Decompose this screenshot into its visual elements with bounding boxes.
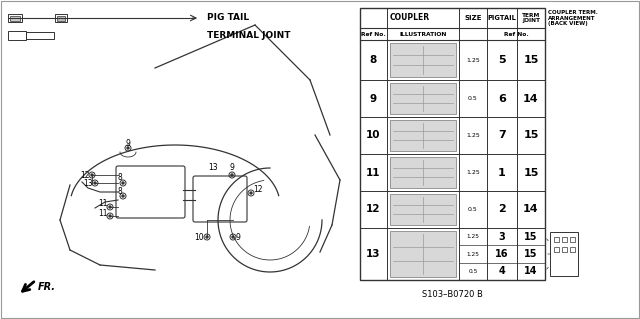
Text: 15: 15 <box>524 167 539 177</box>
Text: 1.25: 1.25 <box>467 234 479 239</box>
Text: 10: 10 <box>195 233 204 241</box>
Bar <box>570 247 575 252</box>
Text: 14: 14 <box>523 204 539 214</box>
Text: FR.: FR. <box>38 282 56 292</box>
Circle shape <box>232 236 234 238</box>
Circle shape <box>94 182 96 184</box>
Circle shape <box>109 206 111 208</box>
Text: 4: 4 <box>499 266 506 276</box>
Bar <box>570 237 575 242</box>
Text: 0.5: 0.5 <box>468 269 477 274</box>
Text: 7: 7 <box>498 130 506 140</box>
Bar <box>8 14 22 22</box>
Text: 1.25: 1.25 <box>466 170 480 175</box>
Bar <box>26 32 54 39</box>
Bar <box>554 237 559 242</box>
Text: 6: 6 <box>498 93 506 103</box>
Text: 8: 8 <box>117 174 122 182</box>
Text: 12: 12 <box>81 170 90 180</box>
Text: 16: 16 <box>495 249 509 259</box>
Text: 8: 8 <box>370 55 377 65</box>
Bar <box>554 247 559 252</box>
Text: S103–B0720 B: S103–B0720 B <box>422 290 483 299</box>
Text: TERMINAL JOINT: TERMINAL JOINT <box>207 31 291 40</box>
Text: 0.5: 0.5 <box>468 96 478 101</box>
Text: TERM
JOINT: TERM JOINT <box>522 12 540 23</box>
Text: PIGTAIL: PIGTAIL <box>488 15 516 21</box>
Text: 9: 9 <box>235 233 240 241</box>
Text: 13: 13 <box>208 164 218 173</box>
Text: 11: 11 <box>366 167 381 177</box>
Bar <box>390 43 456 77</box>
Text: 9: 9 <box>125 138 131 147</box>
Text: 1: 1 <box>498 167 506 177</box>
Text: 11: 11 <box>99 199 108 209</box>
Text: 15: 15 <box>524 249 538 259</box>
Bar <box>390 83 456 114</box>
Text: COUPLER TERM.
ARRANGEMENT
(BACK VIEW): COUPLER TERM. ARRANGEMENT (BACK VIEW) <box>548 10 598 26</box>
Text: 2: 2 <box>498 204 506 214</box>
Text: COUPLER: COUPLER <box>389 13 429 23</box>
Bar <box>390 157 456 188</box>
Text: 8: 8 <box>117 187 122 196</box>
Circle shape <box>206 236 208 238</box>
Circle shape <box>122 195 124 197</box>
Text: 15: 15 <box>524 55 539 65</box>
Text: 13: 13 <box>366 249 381 259</box>
Text: 1.25: 1.25 <box>466 57 480 63</box>
Text: 1.25: 1.25 <box>467 251 479 256</box>
Circle shape <box>127 147 129 149</box>
Text: 1.25: 1.25 <box>466 133 480 138</box>
Text: SIZE: SIZE <box>464 15 482 21</box>
Text: 13: 13 <box>83 179 93 188</box>
Text: 12: 12 <box>366 204 381 214</box>
Text: ILLUSTRATION: ILLUSTRATION <box>399 32 447 36</box>
Text: Ref No.: Ref No. <box>504 32 529 36</box>
Text: 14: 14 <box>523 93 539 103</box>
Text: 15: 15 <box>524 232 538 242</box>
Bar <box>390 194 456 225</box>
Text: Ref No.: Ref No. <box>361 32 386 36</box>
Bar <box>562 237 567 242</box>
Bar <box>10 16 20 20</box>
Bar <box>562 247 567 252</box>
Bar <box>360 8 545 280</box>
Circle shape <box>250 192 252 194</box>
Text: 5: 5 <box>498 55 506 65</box>
Text: 15: 15 <box>524 130 539 140</box>
Text: 11: 11 <box>99 209 108 218</box>
Text: 10: 10 <box>366 130 381 140</box>
Circle shape <box>91 174 93 176</box>
Text: 9: 9 <box>370 93 377 103</box>
Circle shape <box>122 182 124 184</box>
Text: 9: 9 <box>230 164 234 173</box>
Circle shape <box>109 215 111 217</box>
Text: 3: 3 <box>499 232 506 242</box>
Bar <box>8 31 26 40</box>
Bar <box>390 231 456 277</box>
Text: PIG TAIL: PIG TAIL <box>207 13 249 23</box>
Circle shape <box>231 174 233 176</box>
Bar <box>390 120 456 151</box>
Bar <box>57 16 65 20</box>
Bar <box>55 14 67 22</box>
Text: 14: 14 <box>524 266 538 276</box>
Text: 0.5: 0.5 <box>468 207 478 212</box>
Bar <box>550 232 578 276</box>
Text: 12: 12 <box>253 186 262 195</box>
